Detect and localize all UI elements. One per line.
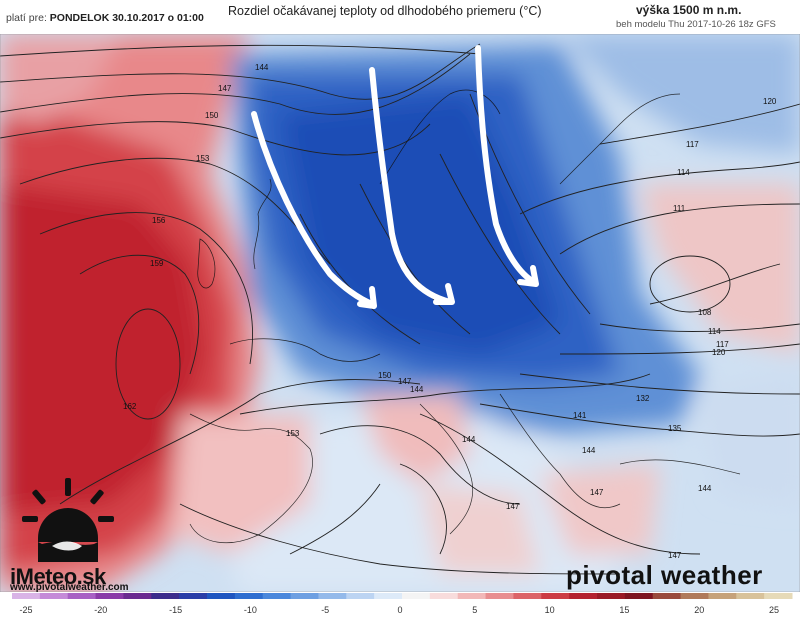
- pivotal-url-text: www.pivotalweather.com: [10, 582, 129, 593]
- scale-tick-label: 15: [619, 605, 629, 615]
- scale-swatch: [151, 593, 180, 599]
- color-scale-bar: -25 -20 -15 -10 -5 0 5 10 15 20 25: [0, 592, 800, 618]
- flow-arrow-head: [357, 286, 377, 309]
- scale-swatch: [736, 593, 765, 599]
- scale-swatch: [513, 593, 542, 599]
- contour-label: 144: [582, 446, 596, 455]
- isoheight-contours: [0, 43, 800, 575]
- scale-swatch: [179, 593, 208, 599]
- scale-swatch: [569, 593, 598, 599]
- model-run-label: beh modelu Thu 2017-10-26 18z GFS: [616, 19, 776, 30]
- coastlines: [189, 89, 741, 544]
- scale-swatch: [429, 593, 459, 599]
- contour-label: 117: [686, 140, 699, 149]
- contour-label: 132: [636, 394, 650, 403]
- imeteo-logo-text: iMeteo.sk: [10, 564, 106, 589]
- contour-label: 159: [150, 259, 164, 268]
- contour-label: 141: [573, 411, 587, 420]
- pivotal-weather-logo: pivotal weather: [566, 560, 763, 590]
- scale-swatch: [485, 593, 514, 599]
- map-title: Rozdiel očakávanej teploty od dlhodobého…: [228, 4, 542, 18]
- scale-swatch: [374, 593, 403, 599]
- flow-arrow-head: [517, 265, 539, 287]
- scale-tick-label: -10: [244, 605, 257, 615]
- temperature-anomaly-map: 144 147 150 153 156 159 162 150 147 144 …: [0, 34, 800, 592]
- scale-swatch: [764, 593, 793, 599]
- contour-label: 147: [398, 377, 412, 386]
- cold-air-flow-arrows: [251, 45, 539, 309]
- contour-label: 114: [708, 327, 721, 336]
- scale-swatch: [95, 593, 124, 599]
- contour-label: 120: [712, 348, 726, 357]
- contour-label: 144: [255, 63, 269, 72]
- scale-swatch: [207, 593, 236, 599]
- contour-label: 111: [673, 204, 686, 213]
- contour-label: 153: [286, 429, 300, 438]
- scale-swatch: [123, 593, 152, 599]
- scale-swatch: [597, 593, 626, 599]
- scale-tick-label: -5: [321, 605, 329, 615]
- scale-tick-label: 10: [545, 605, 555, 615]
- valid-label: platí pre:: [6, 12, 47, 24]
- contour-label: 156: [152, 216, 166, 225]
- scale-ticks: -25 -20 -15 -10 -5 0 5 10 15 20 25: [19, 605, 779, 615]
- contour-label: 147: [590, 488, 604, 497]
- valid-time: PONDELOK 30.10.2017 o 01:00: [49, 12, 204, 24]
- map-header: platí pre: PONDELOK 30.10.2017 o 01:00 R…: [0, 0, 800, 34]
- scale-swatch: [290, 593, 319, 599]
- contour-label: 144: [698, 484, 712, 493]
- color-scale-svg: -25 -20 -15 -10 -5 0 5 10 15 20 25: [12, 593, 793, 615]
- contour-label: 144: [410, 385, 424, 394]
- contour-label: 117: [716, 340, 729, 349]
- contour-label: 108: [698, 308, 712, 317]
- valid-time-line: platí pre: PONDELOK 30.10.2017 o 01:00: [6, 12, 204, 24]
- scale-swatch: [318, 593, 347, 599]
- scale-swatch: [708, 593, 737, 599]
- scale-tick-label: -15: [169, 605, 182, 615]
- scale-tick-label: 5: [472, 605, 477, 615]
- scale-swatch: [652, 593, 682, 599]
- contour-label: 150: [205, 111, 219, 120]
- scale-swatches: [12, 593, 793, 599]
- contour-label: 147: [506, 502, 520, 511]
- imeteo-sun-logo: [22, 478, 114, 562]
- scale-swatch: [12, 593, 41, 599]
- scale-tick-label: -20: [94, 605, 107, 615]
- scale-tick-label: -25: [19, 605, 32, 615]
- contour-label: 162: [123, 402, 137, 411]
- contour-label: 150: [378, 371, 392, 380]
- scale-tick-label: 20: [694, 605, 704, 615]
- scale-swatch: [680, 593, 709, 599]
- scale-swatch: [346, 593, 375, 599]
- scale-swatch: [67, 593, 97, 599]
- contour-label: 135: [668, 424, 682, 433]
- scale-swatch: [262, 593, 292, 599]
- scale-tick-label: 0: [397, 605, 402, 615]
- contour-label: 114: [677, 168, 690, 177]
- scale-swatch: [541, 593, 570, 599]
- scale-tick-label: 25: [769, 605, 779, 615]
- flow-arrow-head: [433, 283, 455, 305]
- scale-swatch: [39, 593, 69, 599]
- contour-label: 153: [196, 154, 210, 163]
- flow-arrow: [251, 111, 375, 307]
- scale-swatch: [457, 593, 487, 599]
- flow-arrow: [475, 45, 537, 285]
- altitude-label: výška 1500 m n.m.: [636, 3, 742, 17]
- scale-swatch: [234, 593, 264, 599]
- contour-label: 120: [763, 97, 777, 106]
- scale-swatch: [402, 593, 431, 599]
- flow-arrow: [369, 67, 453, 305]
- contour-label: 147: [218, 84, 232, 93]
- contour-label: 144: [462, 435, 476, 444]
- scale-swatch: [624, 593, 654, 599]
- contour-label: 147: [668, 551, 682, 560]
